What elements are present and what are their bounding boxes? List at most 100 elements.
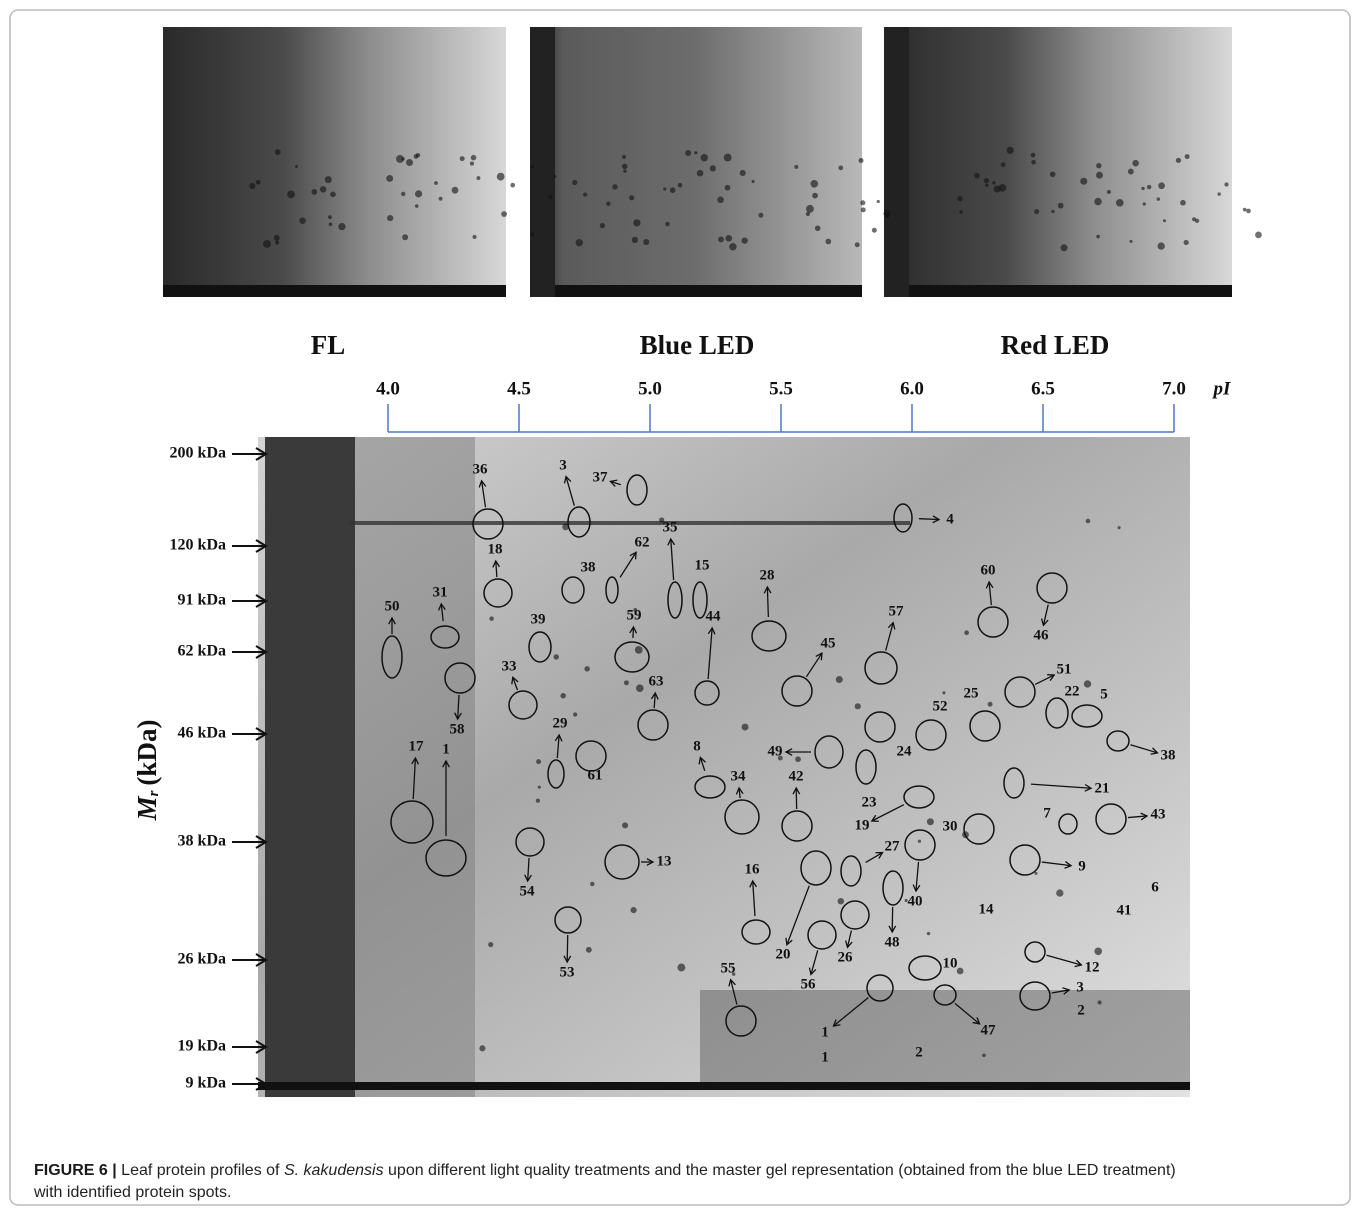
spot-label: 24 [897,743,913,759]
caption-text: Leaf protein profiles of [121,1162,280,1179]
gel-dot [1183,239,1189,246]
spot-circle [977,606,1009,638]
panel-label: Red LED [1001,330,1110,360]
spot-arrow [786,885,810,945]
gel-dot [1184,154,1190,160]
gel-dot [553,654,559,660]
gel-dot [696,169,704,177]
spot-arrow [1046,954,1082,966]
spot-circle [1004,676,1036,708]
gel-dot [263,239,271,248]
spot-arrow-head [698,756,706,765]
spot-circle [692,581,708,619]
gel-dot [1000,162,1006,168]
spot-arrow-head [784,748,793,756]
gel-dot [700,154,708,162]
caption: FIGURE 6 | Leaf protein profiles of S. k… [34,1160,1334,1204]
spot-label: 60 [981,562,996,578]
spot-arrow-head [707,626,716,635]
gel-dot [1031,159,1036,165]
spot-label: 61 [588,767,603,783]
spot-circle [547,759,565,789]
spot-label: 59 [627,607,642,623]
gel-dot [1180,199,1186,206]
mr-tick-label: 91 kDa [178,592,226,609]
spot-arrow [1051,989,1070,994]
spot-label: 7 [1043,805,1051,821]
gel-dot [634,645,643,654]
gel-dot [330,191,336,198]
spot-arrow-head [554,733,563,742]
spot-circle [554,906,582,934]
gel-dot [1158,182,1165,190]
spot-label: 4 [946,511,954,527]
spot-label: 40 [908,893,923,909]
spot-circle [1003,767,1025,799]
spot-circle [444,662,476,694]
spot-arrow-head [411,756,420,765]
spot-circle [882,870,904,906]
spot-circle [933,984,957,1006]
spot-arrow [730,979,738,1005]
gel-dot [854,703,861,710]
gel-dot [837,897,845,905]
gel-dot [621,163,628,170]
gel-dot [553,174,557,179]
spot-arrow-head [888,925,897,934]
gel-dot [274,149,281,155]
spot-circle [1058,813,1078,835]
spot-circle [430,625,460,649]
gel-dot [630,907,637,914]
pi-tick-label: 4.5 [507,378,531,399]
spot-arrow [1041,861,1072,867]
pi-tick-label: 5.5 [769,378,793,399]
spot-arrow-head [646,858,655,866]
spot-label: 42 [789,768,804,784]
spot-arrow-head [1084,783,1093,792]
spot-arrow [865,851,883,863]
spot-arrow [885,622,894,651]
spot-arrow-head [629,625,638,634]
spot-label: 44 [706,608,722,624]
spot-circle [725,1005,757,1037]
spot-arrow [1042,604,1049,626]
spot-label: 51 [1057,661,1072,677]
gel-dot [583,192,588,197]
spot-arrow [833,996,869,1027]
gel-dot [451,186,459,194]
spot-label: 9 [1078,858,1086,874]
spot-circle [605,576,619,604]
spot-arrow-head [454,712,462,721]
spot-label: 2 [915,1044,923,1060]
gel-dot [536,759,542,765]
gel-dot [530,165,534,169]
spot-arrow [412,757,417,800]
spot-arrow-head [815,652,823,661]
gel-dot [414,190,423,198]
spot-circle [800,850,832,886]
gel-dot [562,523,569,531]
gel-dot [496,172,505,181]
spot-circle [575,740,607,772]
gel-dot [1127,168,1134,175]
spot-arrow-head [763,585,772,594]
gel-dot [622,822,629,829]
gel-dot [1094,197,1102,206]
gel-dot [489,616,494,621]
mr-arrow-head [255,645,268,659]
spot-arrow [1030,783,1092,789]
gel-dot [758,212,764,218]
spot-arrow-head [1074,959,1083,968]
gel-dot [677,182,683,188]
spot-label: 18 [488,541,503,557]
spot-label: 3 [1076,979,1084,995]
gel-dot [860,200,866,206]
gel-dot [860,207,866,213]
mr-symbol: M [132,795,162,821]
gel-dot [983,177,990,184]
gel-dot [1034,871,1038,875]
spot-label: 47 [981,1022,997,1038]
gel-dot [724,184,731,191]
caption-text: with identified protein spots. [34,1184,232,1201]
spot-circle [694,775,726,799]
